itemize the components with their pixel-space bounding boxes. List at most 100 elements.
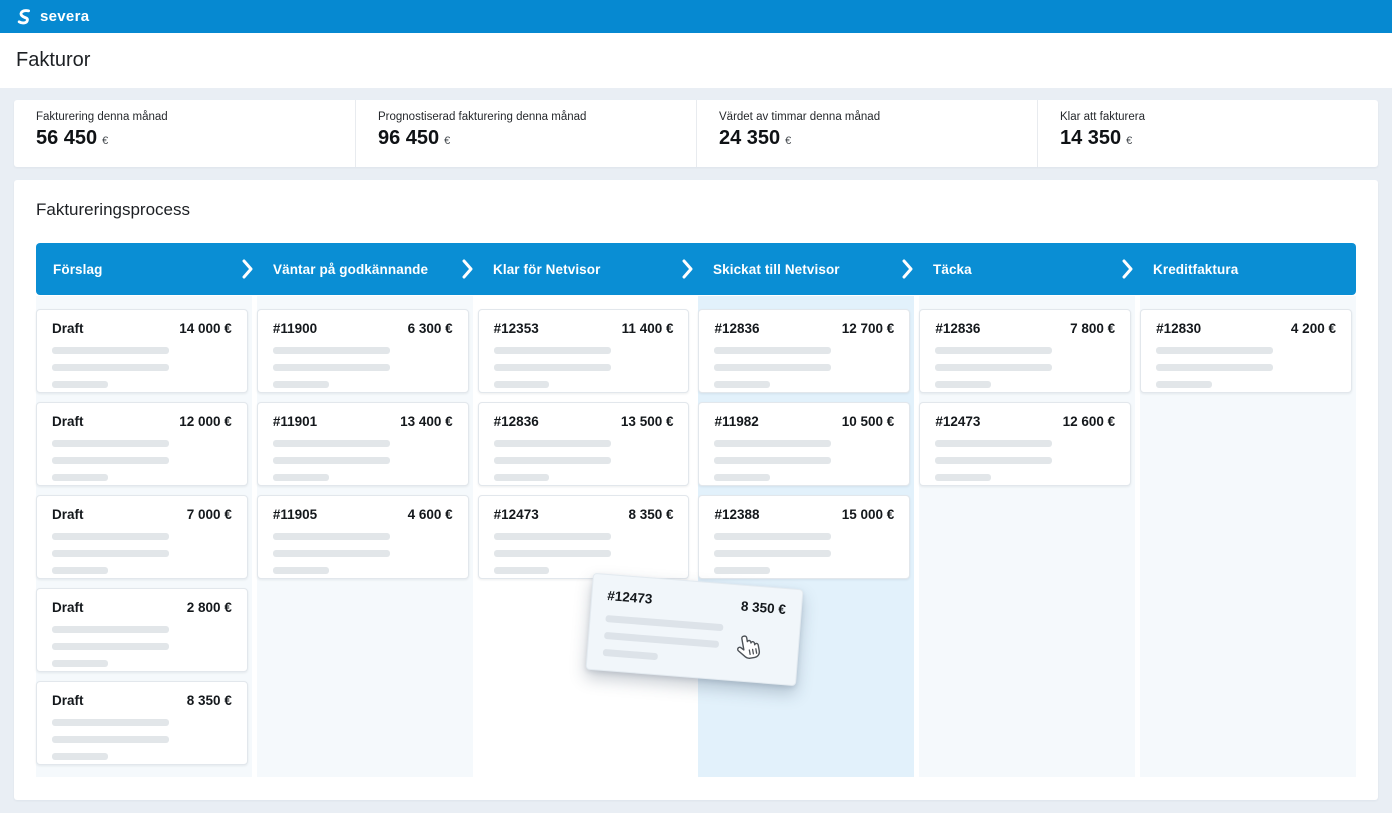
board-title: Faktureringsprocess — [36, 200, 191, 219]
stage-label: Skickat till Netvisor — [713, 261, 840, 277]
invoice-card-amount: 11 400 € — [621, 321, 674, 336]
placeholder-line — [272, 440, 390, 447]
brand-logo[interactable]: severa — [14, 7, 89, 27]
invoice-card-title: Draft — [52, 507, 84, 522]
invoice-card-amount: 12 600 € — [1062, 414, 1116, 429]
invoice-card-title: Draft — [52, 600, 84, 615]
placeholder-line — [52, 550, 169, 557]
invoice-card-amount: 14 000 € — [179, 321, 232, 336]
placeholder-line — [272, 364, 390, 371]
placeholder-line — [602, 648, 659, 661]
process-stage-vantar-pa-godkannande: Väntar på godkännande — [256, 243, 476, 295]
process-stage-kreditfaktura: Kreditfaktura — [1136, 243, 1356, 295]
invoice-card-amount: 4 200 € — [1290, 321, 1336, 336]
invoice-card-amount: 13 500 € — [620, 414, 674, 429]
board-column-5[interactable]: #12836 7 800 € #12473 12 600 € — [919, 296, 1136, 777]
invoice-card-title: Draft — [52, 414, 84, 429]
invoice-card[interactable]: #11982 10 500 € — [698, 402, 911, 486]
placeholder-line — [1156, 381, 1212, 388]
invoice-card[interactable]: #11905 4 600 € — [256, 495, 469, 579]
placeholder-line — [714, 474, 771, 481]
stat-label: Värdet av timmar denna månad — [719, 111, 881, 123]
hand-cursor-icon — [737, 635, 761, 660]
placeholder-line — [493, 347, 611, 354]
invoice-card-title: #12353 — [493, 321, 539, 336]
invoice-card[interactable]: Draft 7 000 € — [36, 495, 248, 579]
dragging-card[interactable]: #12473 8 350 € — [585, 572, 804, 687]
placeholder-line — [493, 550, 611, 557]
placeholder-line — [272, 567, 329, 574]
stat-ready-to-invoice: Klar att fakturera 14 350 € — [1037, 100, 1378, 167]
board-column-6[interactable]: #12830 4 200 € — [1140, 296, 1356, 777]
invoice-card[interactable]: #12836 7 800 € — [919, 309, 1132, 393]
invoice-card[interactable]: Draft 2 800 € — [36, 588, 248, 672]
invoice-card-amount: 6 300 € — [407, 321, 453, 336]
invoice-card-title: #11900 — [272, 321, 318, 336]
placeholder-line — [935, 364, 1053, 371]
process-stage-tacka: Täcka — [916, 243, 1136, 295]
placeholder-line — [714, 567, 771, 574]
placeholder-line — [714, 364, 832, 371]
currency-symbol: € — [1126, 135, 1133, 147]
invoice-card-amount: 7 800 € — [1070, 321, 1116, 336]
placeholder-line — [1156, 364, 1274, 371]
placeholder-line — [493, 364, 611, 371]
stat-forecast-billing: Prognostiserad fakturering denna månad 9… — [355, 100, 696, 167]
placeholder-line — [52, 719, 169, 726]
invoice-card-title: #11905 — [272, 507, 318, 522]
stage-label: Kreditfaktura — [1153, 261, 1239, 277]
placeholder-line — [272, 457, 390, 464]
page-title: Fakturor — [16, 49, 91, 71]
placeholder-line — [493, 440, 611, 447]
invoice-card[interactable]: #12473 12 600 € — [919, 402, 1132, 486]
invoice-card-amount: 15 000 € — [841, 507, 895, 522]
invoice-card[interactable]: Draft 12 000 € — [36, 402, 248, 486]
board-column-1[interactable]: Draft 14 000 € Draft 12 000 € Draft 7 00… — [36, 296, 252, 777]
stage-label: Förslag — [53, 261, 103, 277]
placeholder-line — [52, 567, 108, 574]
board-column-4[interactable]: #12836 12 700 € #11982 10 500 € #12388 1… — [698, 296, 915, 777]
invoice-card[interactable]: #12353 11 400 € — [477, 309, 690, 393]
placeholder-line — [935, 440, 1053, 447]
invoice-card-amount: 8 350 € — [628, 507, 674, 522]
placeholder-line — [935, 457, 1053, 464]
placeholder-line — [714, 533, 832, 540]
placeholder-line — [52, 533, 169, 540]
currency-symbol: € — [102, 135, 109, 147]
invoice-card[interactable]: Draft 14 000 € — [36, 309, 248, 393]
placeholder-line — [714, 440, 832, 447]
board-column-3[interactable]: #12353 11 400 € #12836 13 500 € #12473 8… — [477, 296, 694, 777]
invoice-card-amount: 4 600 € — [407, 507, 453, 522]
process-stage-klar-for-netvisor: Klar för Netvisor — [476, 243, 696, 295]
invoice-card-title: #12473 — [493, 507, 539, 522]
invoice-card[interactable]: #12836 13 500 € — [477, 402, 690, 486]
chevron-right-icon — [462, 259, 473, 279]
stat-label: Fakturering denna månad — [36, 111, 168, 123]
invoice-card[interactable]: Draft 8 350 € — [36, 681, 248, 765]
invoice-card-amount: 7 000 € — [186, 507, 232, 522]
chevron-right-icon — [242, 259, 253, 279]
placeholder-line — [714, 457, 832, 464]
invoice-card[interactable]: #12473 8 350 € — [477, 495, 690, 579]
placeholder-line — [935, 474, 992, 481]
process-stage-bar: Förslag Väntar på godkännande Klar för N… — [36, 243, 1356, 295]
placeholder-line — [493, 533, 611, 540]
placeholder-line — [935, 381, 992, 388]
placeholder-line — [714, 550, 832, 557]
invoice-card-title: #12473 — [935, 414, 981, 429]
invoice-card[interactable]: #12836 12 700 € — [698, 309, 911, 393]
invoice-card[interactable]: #12388 15 000 € — [698, 495, 911, 579]
process-stage-forslag: Förslag — [36, 243, 256, 295]
placeholder-line — [52, 626, 169, 633]
board-column-2[interactable]: #11900 6 300 € #11901 13 400 € #11905 4 … — [256, 296, 473, 777]
invoicing-process-panel: Faktureringsprocess Förslag Väntar på go… — [14, 180, 1378, 800]
process-stage-skickat-till-netvisor: Skickat till Netvisor — [696, 243, 916, 295]
placeholder-line — [52, 347, 169, 354]
invoice-card-amount: 12 700 € — [841, 321, 895, 336]
invoice-card[interactable]: #11901 13 400 € — [256, 402, 469, 486]
invoice-card[interactable]: #12830 4 200 € — [1140, 309, 1352, 393]
placeholder-line — [272, 533, 390, 540]
invoice-card-title: #12830 — [1156, 321, 1202, 336]
stat-billing-this-month: Fakturering denna månad 56 450 € — [14, 100, 355, 167]
invoice-card[interactable]: #11900 6 300 € — [256, 309, 469, 393]
